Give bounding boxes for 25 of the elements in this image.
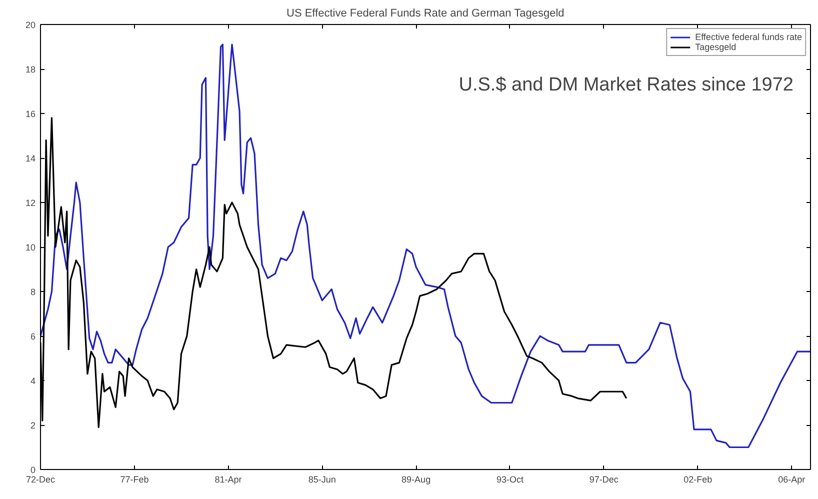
- y-tick-label: 18: [25, 64, 36, 74]
- x-tick-label: 06-Apr: [778, 474, 806, 484]
- x-tick-label: 97-Dec: [589, 474, 619, 484]
- y-tick-label: 14: [25, 154, 36, 164]
- legend-label: Effective federal funds rate: [695, 32, 802, 42]
- legend-label: Tagesgeld: [695, 42, 736, 52]
- y-tick-label: 2: [30, 420, 36, 430]
- y-tick-label: 6: [30, 332, 36, 342]
- chart-title: US Effective Federal Funds Rate and German Tagesgeld: [286, 8, 564, 20]
- x-tick-label: 81-Apr: [214, 474, 242, 484]
- line-series: [40, 44, 810, 448]
- y-tick-label: 20: [25, 20, 36, 30]
- y-tick-label: 10: [25, 242, 36, 252]
- x-tick-label: 93-Oct: [496, 474, 524, 484]
- x-tick-label: 77-Feb: [120, 474, 149, 484]
- x-tick-label: 72-Dec: [26, 474, 56, 484]
- y-tick-label: 0: [30, 465, 36, 475]
- annotation: U.S.$ and DM Market Rates since 1972: [458, 74, 794, 96]
- x-tick-label: 85-Jun: [308, 474, 336, 484]
- y-tick-label: 8: [30, 287, 36, 297]
- x-tick-label: 02-Feb: [684, 474, 712, 484]
- x-tick-label: 89-Aug: [402, 474, 431, 484]
- y-tick-label: 12: [25, 198, 36, 208]
- y-tick-label: 16: [25, 109, 36, 119]
- y-tick-label: 4: [30, 376, 36, 386]
